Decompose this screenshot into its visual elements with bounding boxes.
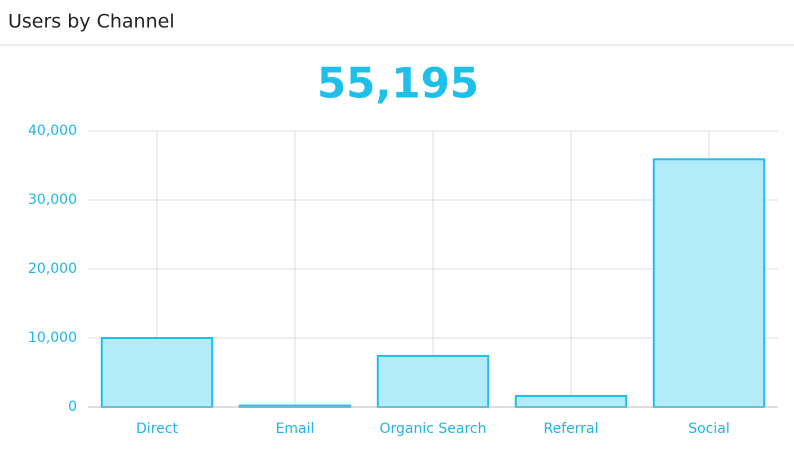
total-value: 55,195 xyxy=(317,59,479,108)
y-tick-label: 20,000 xyxy=(28,261,77,277)
y-tick-label: 40,000 xyxy=(28,123,77,139)
x-tick-label: Direct xyxy=(136,421,178,437)
widget-title: Users by Channel xyxy=(8,11,175,33)
x-tick-label: Email xyxy=(276,421,315,437)
x-tick-label: Social xyxy=(688,421,730,437)
y-tick-label: 30,000 xyxy=(28,192,77,208)
bar xyxy=(376,354,490,409)
y-tick-label: 0 xyxy=(68,399,77,415)
x-tick-label: Organic Search xyxy=(379,421,486,437)
bar xyxy=(100,337,214,408)
y-tick-label: 10,000 xyxy=(28,330,77,346)
bar xyxy=(652,158,766,408)
x-tick-label: Referral xyxy=(544,421,599,437)
bar xyxy=(514,394,628,408)
